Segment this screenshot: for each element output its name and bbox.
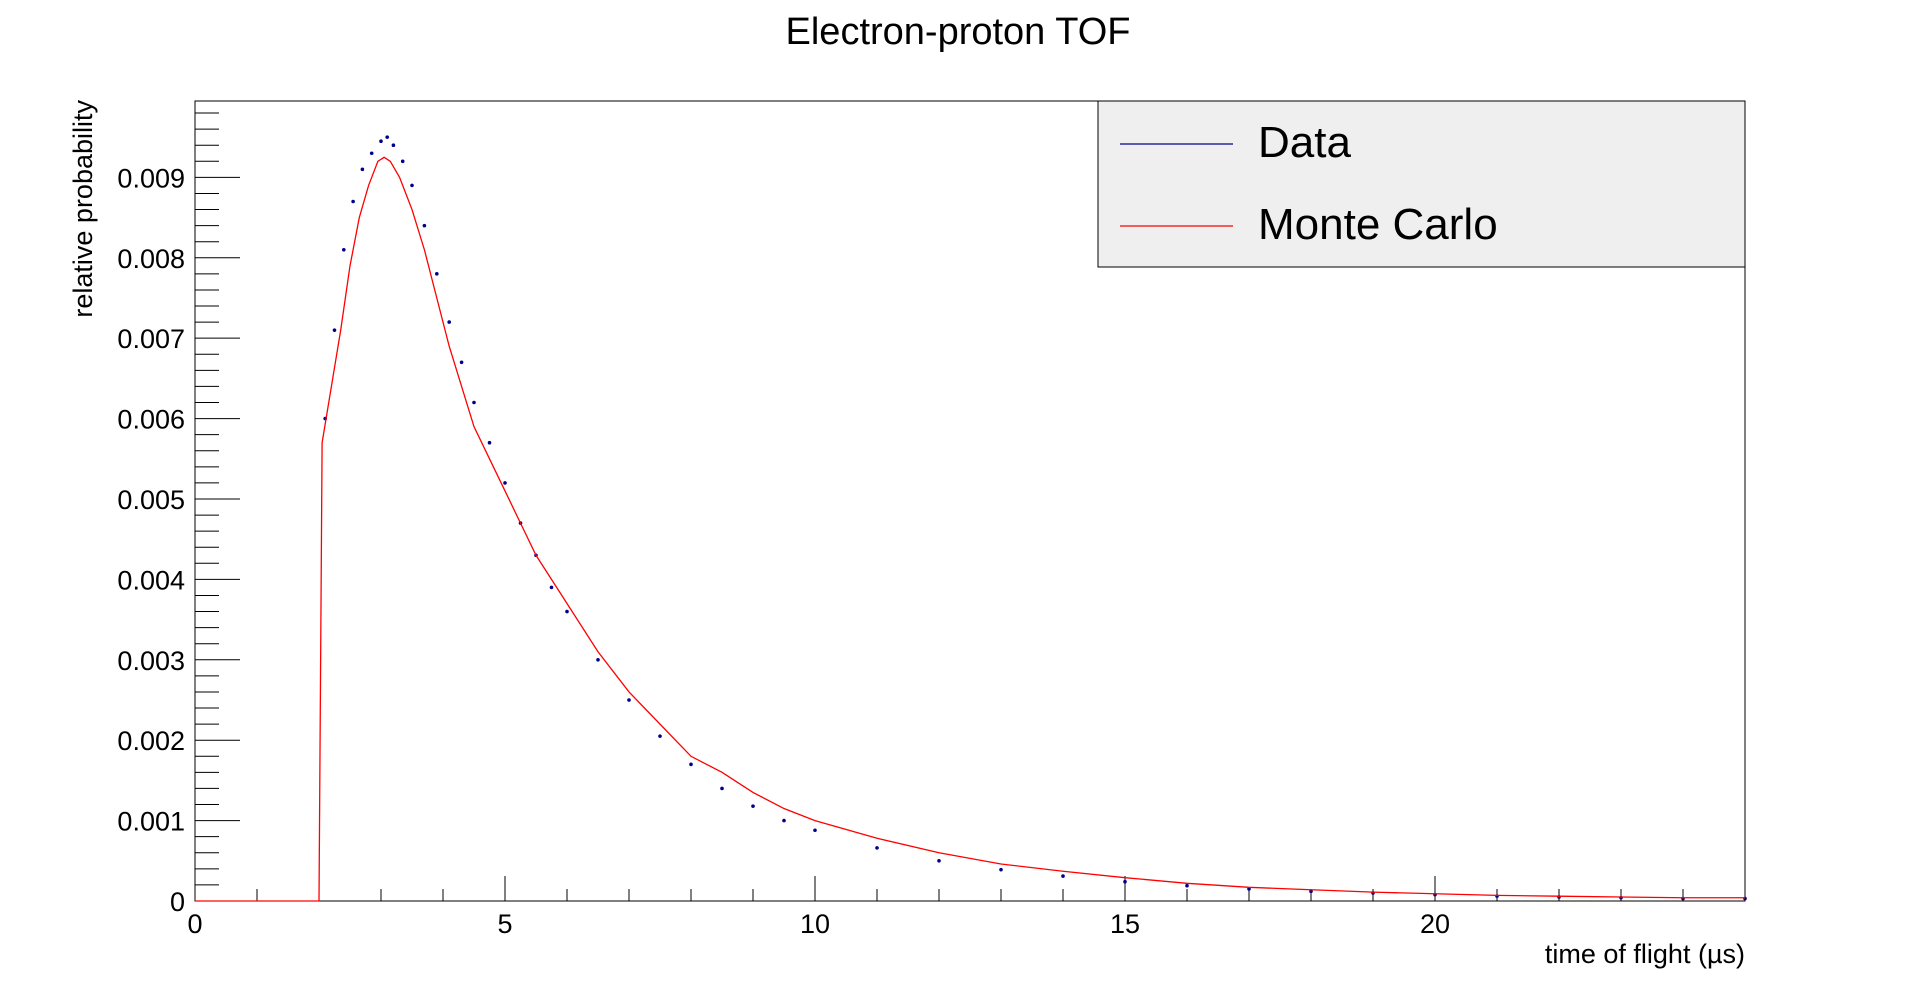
y-tick-label: 0.005 bbox=[117, 485, 185, 515]
data-point bbox=[1185, 883, 1189, 888]
data-point bbox=[596, 657, 600, 662]
data-point bbox=[342, 247, 346, 252]
x-tick-label: 15 bbox=[1110, 909, 1140, 939]
data-point bbox=[549, 585, 554, 590]
data-point bbox=[400, 159, 405, 164]
y-tick-label: 0.003 bbox=[117, 646, 185, 676]
data-point bbox=[565, 609, 569, 614]
data-point bbox=[689, 762, 693, 767]
data-point bbox=[875, 846, 879, 850]
data-point bbox=[385, 135, 390, 139]
data-point bbox=[447, 320, 452, 324]
x-tick-labels: 0 5 10 15 20 bbox=[187, 909, 1450, 939]
x-tick-label: 20 bbox=[1420, 909, 1450, 939]
data-point bbox=[1247, 887, 1251, 891]
data-point bbox=[1061, 874, 1065, 878]
data-point bbox=[627, 698, 631, 702]
y-tick-label: 0.006 bbox=[117, 405, 185, 435]
x-major-ticks bbox=[194, 876, 1436, 901]
plot-frame bbox=[194, 100, 1746, 902]
data-point bbox=[435, 272, 439, 276]
data-point bbox=[472, 400, 476, 405]
data-point bbox=[782, 818, 786, 823]
y-tick-label: 0.002 bbox=[117, 726, 185, 756]
data-point bbox=[391, 143, 396, 148]
legend: Data Monte Carlo bbox=[1097, 100, 1746, 268]
data-point bbox=[1309, 889, 1313, 894]
x-axis-label: time of flight (µs) bbox=[1545, 939, 1745, 969]
data-point bbox=[351, 199, 355, 204]
y-tick-label: 0.007 bbox=[117, 324, 185, 354]
data-point bbox=[751, 804, 755, 808]
data-point bbox=[379, 139, 383, 143]
data-point bbox=[332, 328, 337, 332]
y-axis-label: relative probability bbox=[68, 100, 98, 318]
x-tick-label: 0 bbox=[187, 909, 202, 939]
legend-label-data: Data bbox=[1258, 118, 1351, 167]
series-layer bbox=[195, 135, 1747, 902]
data-point bbox=[360, 167, 365, 172]
y-tick-label: 0.004 bbox=[117, 565, 185, 595]
data-point bbox=[422, 223, 427, 228]
y-tick-label: 0.009 bbox=[117, 163, 185, 193]
legend-box bbox=[1097, 100, 1746, 268]
y-minor-ticks bbox=[195, 112, 219, 886]
y-tick-label: 0.001 bbox=[117, 807, 185, 837]
data-point bbox=[937, 859, 941, 863]
chart-title: Electron-proton TOF bbox=[786, 11, 1131, 53]
legend-label-monte-carlo: Monte Carlo bbox=[1258, 200, 1498, 249]
y-tick-labels: 0 0.001 0.002 0.003 0.004 0.005 0.006 0.007 0.00… bbox=[117, 163, 185, 917]
series-line-monte-carlo bbox=[195, 156, 1745, 902]
data-point bbox=[999, 867, 1003, 872]
data-point bbox=[410, 183, 414, 188]
data-point bbox=[459, 360, 464, 365]
data-point bbox=[658, 734, 662, 738]
y-tick-label: 0.008 bbox=[117, 244, 185, 274]
x-tick-label: 10 bbox=[800, 909, 830, 939]
data-point bbox=[487, 440, 492, 445]
data-point bbox=[503, 481, 507, 485]
data-point bbox=[369, 151, 374, 156]
data-point bbox=[1123, 879, 1127, 884]
y-major-ticks bbox=[195, 176, 240, 902]
data-point bbox=[720, 786, 724, 791]
x-tick-label: 5 bbox=[497, 909, 512, 939]
data-point bbox=[813, 828, 817, 833]
y-tick-label: 0 bbox=[170, 887, 185, 917]
